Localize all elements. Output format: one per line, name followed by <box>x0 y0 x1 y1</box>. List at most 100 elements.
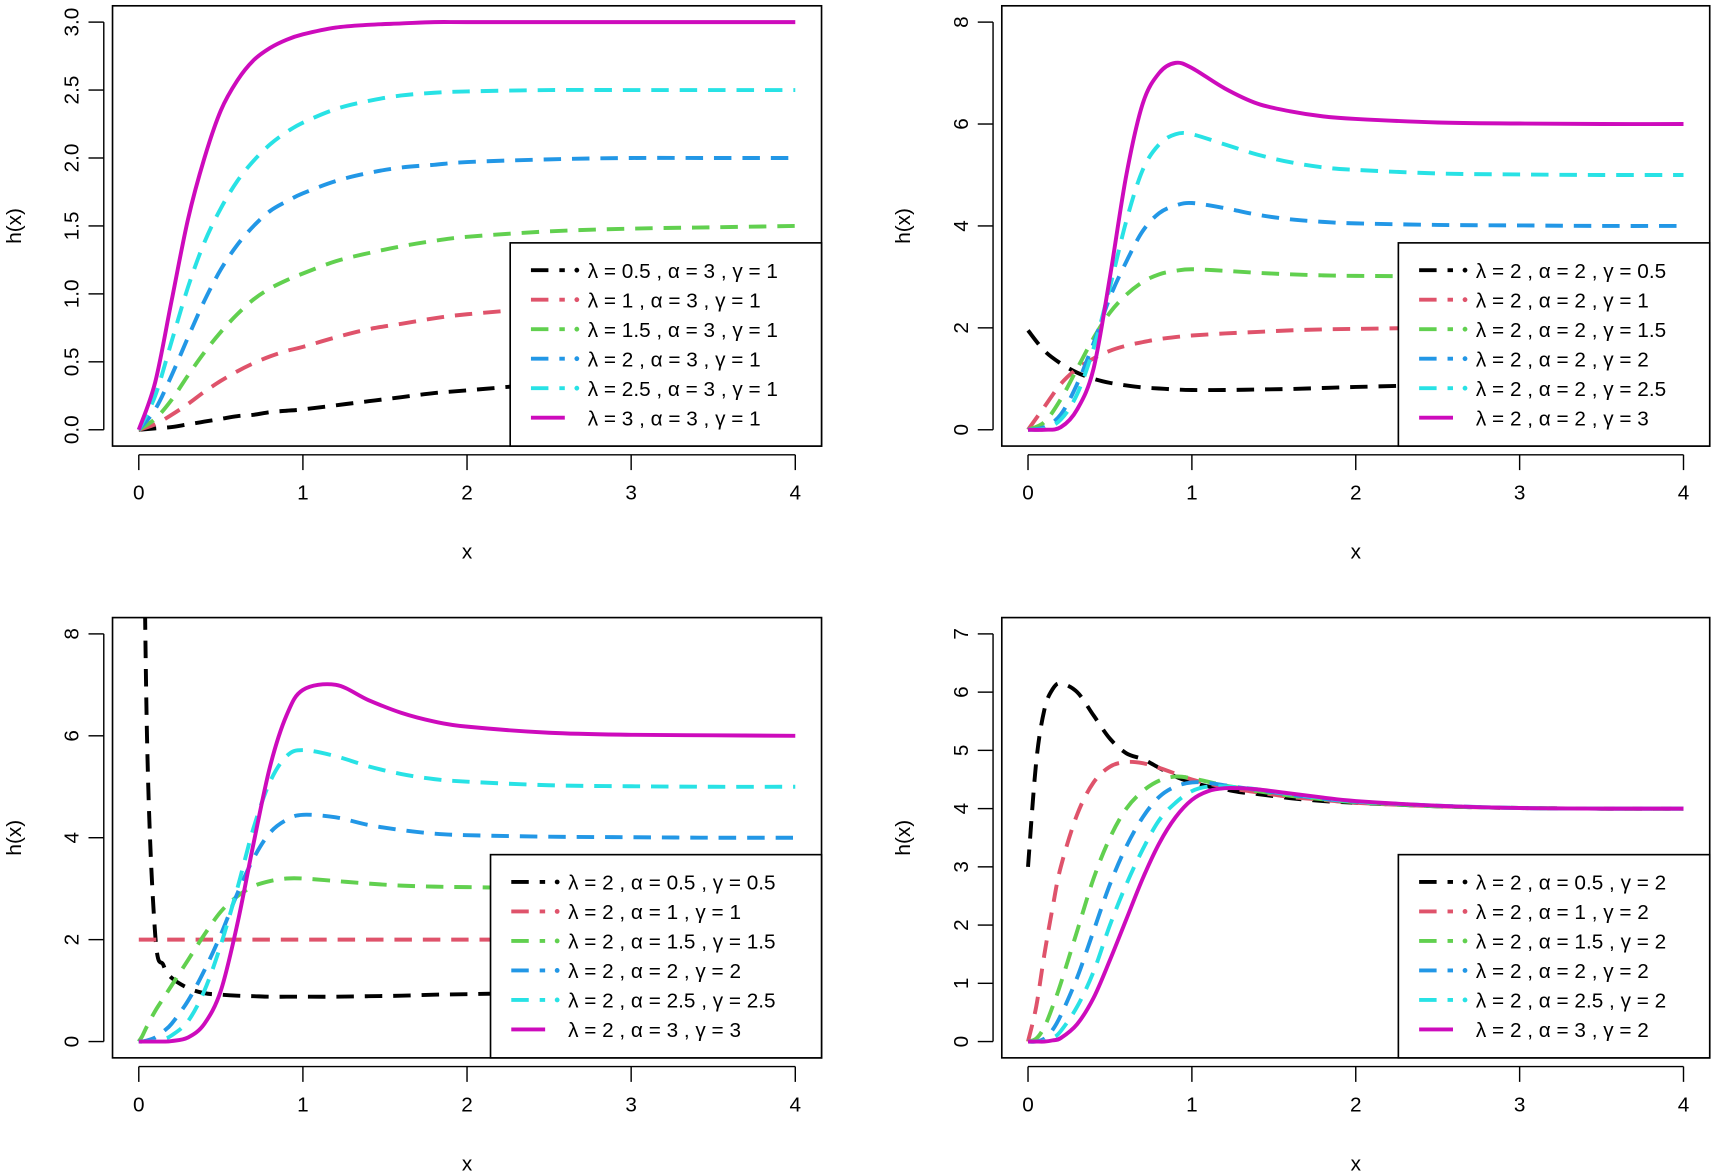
series-line-6 <box>136 20 796 431</box>
legend-label: λ = 2 , α = 1 , γ = 1 <box>568 901 741 924</box>
series-line-4 <box>1027 200 1684 432</box>
legend-box <box>489 853 823 1059</box>
series-line-2 <box>138 295 796 432</box>
y-tick-label: 8 <box>61 628 84 640</box>
legend-item: λ = 1.5 , α = 3 , γ = 1 <box>530 319 778 342</box>
plot-frame <box>111 616 823 1059</box>
series-line-5 <box>138 748 796 1044</box>
legend-item: λ = 2 , α = 0.5 , γ = 0.5 <box>511 872 776 895</box>
y-axis-label: h(x) <box>3 208 26 244</box>
x-tick-label: 3 <box>1514 1093 1526 1116</box>
legend-swatch-dot <box>1462 879 1468 885</box>
legend: λ = 0.5 , α = 3 , γ = 1 λ = 1 , α = 3 , γ… <box>509 242 823 447</box>
y-tick-label: 4 <box>61 832 84 844</box>
legend-swatch-dot <box>554 909 560 914</box>
y-tick-label: 5 <box>950 745 973 757</box>
series-line-5 <box>1028 784 1684 1044</box>
legend-label: λ = 2 , α = 1.5 , γ = 2 <box>1476 931 1666 954</box>
legend-swatch-dot <box>1462 326 1468 332</box>
legend-swatch-dot <box>1462 356 1468 362</box>
legend-item: λ = 2 , α = 1 , γ = 2 <box>1419 901 1649 924</box>
legend-item: λ = 2 , α = 3 , γ = 1 <box>530 348 761 371</box>
legend-label: λ = 2 , α = 1 , γ = 2 <box>1476 901 1649 924</box>
y-tick-label: 6 <box>61 730 84 742</box>
legend-label: λ = 2 , α = 2 , γ = 3 <box>1476 407 1649 430</box>
x-tick-label: 1 <box>297 482 309 505</box>
legend-label: λ = 0.5 , α = 3 , γ = 1 <box>588 260 778 283</box>
legend-label: λ = 2 , α = 3 , γ = 2 <box>1476 1019 1649 1042</box>
panel-4: 0 1 2 3 4 0 1 2 3 4 5 6 7 x h(x) λ = 2 , α = 0.5 , γ = … <box>892 616 1711 1174</box>
series-line-1 <box>1026 681 1684 867</box>
legend-item: λ = 2.5 , α = 3 , γ = 1 <box>530 378 778 401</box>
series-line-4 <box>137 155 796 432</box>
x-tick-label: 2 <box>461 482 473 505</box>
legend-item: λ = 2 , α = 2 , γ = 2 <box>511 960 741 983</box>
legend-swatch-dot <box>554 968 560 973</box>
legend-label: λ = 2 , α = 0.5 , γ = 2 <box>1476 872 1666 895</box>
legend-swatch-dot <box>1462 385 1468 391</box>
legend-label: λ = 2 , α = 1.5 , γ = 1.5 <box>568 931 776 954</box>
legend-swatch-dot <box>1462 267 1468 273</box>
legend-label: λ = 2 , α = 2 , γ = 2 <box>1476 960 1649 983</box>
legend-swatch-dot <box>554 997 560 1003</box>
y-axis-label: h(x) <box>892 208 915 244</box>
series-line-3 <box>1027 774 1684 1044</box>
legend-label: λ = 2 , α = 2 , γ = 1.5 <box>1476 319 1666 342</box>
legend-swatch-dot <box>574 267 580 273</box>
legend-swatch-dot <box>1462 297 1468 303</box>
y-tick-label: 0 <box>950 1036 973 1048</box>
y-axis-label: h(x) <box>3 820 26 856</box>
legend-item: λ = 2 , α = 1 , γ = 1 <box>511 901 741 924</box>
x-tick-label: 1 <box>297 1093 309 1116</box>
legend-swatch-dot <box>574 356 580 362</box>
legend-box <box>509 242 823 447</box>
legend-label: λ = 2.5 , α = 3 , γ = 1 <box>588 378 778 401</box>
x-tick-label: 0 <box>1022 1093 1034 1116</box>
legend-item: λ = 2 , α = 2 , γ = 1 <box>1419 289 1649 312</box>
panel-1: 0 1 2 3 4 0.0 0.5 1.0 1.5 2.0 2.5 3.0 x h(x) λ = 0.5 ,… <box>3 4 823 564</box>
legend-swatch-dot <box>574 297 580 303</box>
legend-item: λ = 2 , α = 2.5 , γ = 2.5 <box>511 990 776 1013</box>
y-tick-label: 1 <box>950 978 973 990</box>
legend-item: λ = 2 , α = 2 , γ = 2.5 <box>1419 378 1666 401</box>
legend-label: λ = 1 , α = 3 , γ = 1 <box>588 289 761 312</box>
legend-swatch-dot <box>554 879 560 885</box>
legend-swatch-dot <box>1462 938 1468 944</box>
y-tick-label: 2 <box>61 934 84 946</box>
y-tick-label: 6 <box>950 686 973 698</box>
series-line-1 <box>143 617 796 999</box>
x-tick-label: 1 <box>1186 482 1198 505</box>
legend-label: λ = 1.5 , α = 3 , γ = 1 <box>588 319 778 342</box>
y-tick-label: 0 <box>61 1036 84 1048</box>
legend-swatch-dot <box>574 385 580 391</box>
series-line-5 <box>137 87 796 431</box>
legend-item: λ = 3 , α = 3 , γ = 1 <box>530 407 761 430</box>
series-line-3 <box>137 223 796 432</box>
series-line-5 <box>1027 130 1684 432</box>
x-tick-label: 4 <box>1678 1093 1690 1116</box>
series-line-1 <box>1026 329 1684 393</box>
series-group <box>1026 60 1684 432</box>
y-tick-label: 2.5 <box>61 76 84 105</box>
legend-label: λ = 3 , α = 3 , γ = 1 <box>588 407 761 430</box>
y-tick-label: 0 <box>950 424 973 436</box>
legend-label: λ = 2 , α = 2 , γ = 2.5 <box>1476 378 1666 401</box>
legend-label: λ = 2 , α = 2.5 , γ = 2.5 <box>568 990 776 1013</box>
x-tick-label: 3 <box>625 482 637 505</box>
y-tick-label: 4 <box>950 803 973 815</box>
plot-frame <box>1000 4 1711 447</box>
legend-item: λ = 0.5 , α = 3 , γ = 1 <box>530 260 778 283</box>
x-axis-label: x <box>462 541 473 564</box>
legend-label: λ = 2 , α = 2 , γ = 0.5 <box>1476 260 1666 283</box>
plot-frame <box>1000 616 1711 1059</box>
x-tick-label: 2 <box>1350 482 1362 505</box>
x-tick-label: 3 <box>1514 482 1526 505</box>
legend-item: λ = 2 , α = 2 , γ = 0.5 <box>1419 260 1666 283</box>
y-tick-label: 2 <box>950 322 973 334</box>
y-tick-label: 6 <box>950 118 973 130</box>
legend-swatch-dot <box>1462 997 1468 1003</box>
x-axis-label: x <box>462 1152 473 1174</box>
legend-label: λ = 2 , α = 3 , γ = 3 <box>568 1019 741 1042</box>
